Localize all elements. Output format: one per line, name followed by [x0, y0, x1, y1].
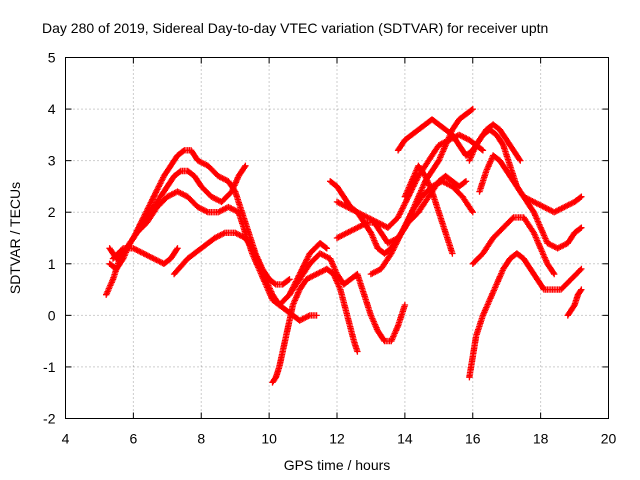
series-markers: [333, 131, 487, 231]
series-13: [401, 162, 456, 257]
series-markers: [401, 162, 456, 257]
y-tick-label: 5: [48, 50, 56, 66]
series-markers: [106, 188, 330, 309]
series-4: [109, 245, 181, 267]
y-tick-label: -1: [43, 359, 56, 375]
series-markers: [367, 178, 476, 278]
y-tick-label: -2: [43, 411, 56, 427]
x-tick-label: 16: [465, 431, 481, 447]
y-tick-label: 0: [48, 307, 56, 323]
y-tick-label: 1: [48, 256, 56, 272]
x-tick-label: 6: [129, 431, 137, 447]
x-axis-label: GPS time / hours: [284, 457, 391, 473]
series-7: [286, 250, 409, 345]
series-markers: [106, 162, 249, 273]
series-markers: [466, 250, 585, 381]
x-tick-label: 18: [533, 431, 549, 447]
y-tick-label: 3: [48, 153, 56, 169]
data-series: [103, 105, 585, 386]
y-tick-label: 2: [48, 204, 56, 220]
chart-title: Day 280 of 2019, Sidereal Day-to-day VTE…: [42, 20, 548, 36]
series-markers: [469, 214, 558, 278]
x-tick-label: 10: [261, 431, 277, 447]
x-tick-label: 14: [397, 431, 413, 447]
series-6: [269, 265, 361, 386]
series-2: [106, 188, 330, 309]
series-18: [564, 286, 585, 319]
series-15: [476, 152, 585, 252]
series-3: [106, 162, 249, 273]
series-11: [367, 178, 476, 278]
series-markers: [170, 229, 320, 324]
series-markers: [286, 250, 409, 345]
series-17: [469, 214, 558, 278]
series-5: [170, 229, 320, 324]
series-markers: [564, 286, 585, 319]
x-tick-label: 8: [197, 431, 205, 447]
series-16: [466, 250, 585, 381]
x-tick-label: 12: [329, 431, 345, 447]
y-tick-label: 4: [48, 101, 56, 117]
series-markers: [109, 245, 181, 267]
series-markers: [476, 152, 585, 252]
series-9: [333, 131, 487, 231]
y-axis-label: SDTVAR / TECUs: [7, 182, 23, 294]
x-tick-label: 4: [62, 431, 70, 447]
x-tick-label: 20: [601, 431, 617, 447]
series-markers: [269, 265, 361, 386]
